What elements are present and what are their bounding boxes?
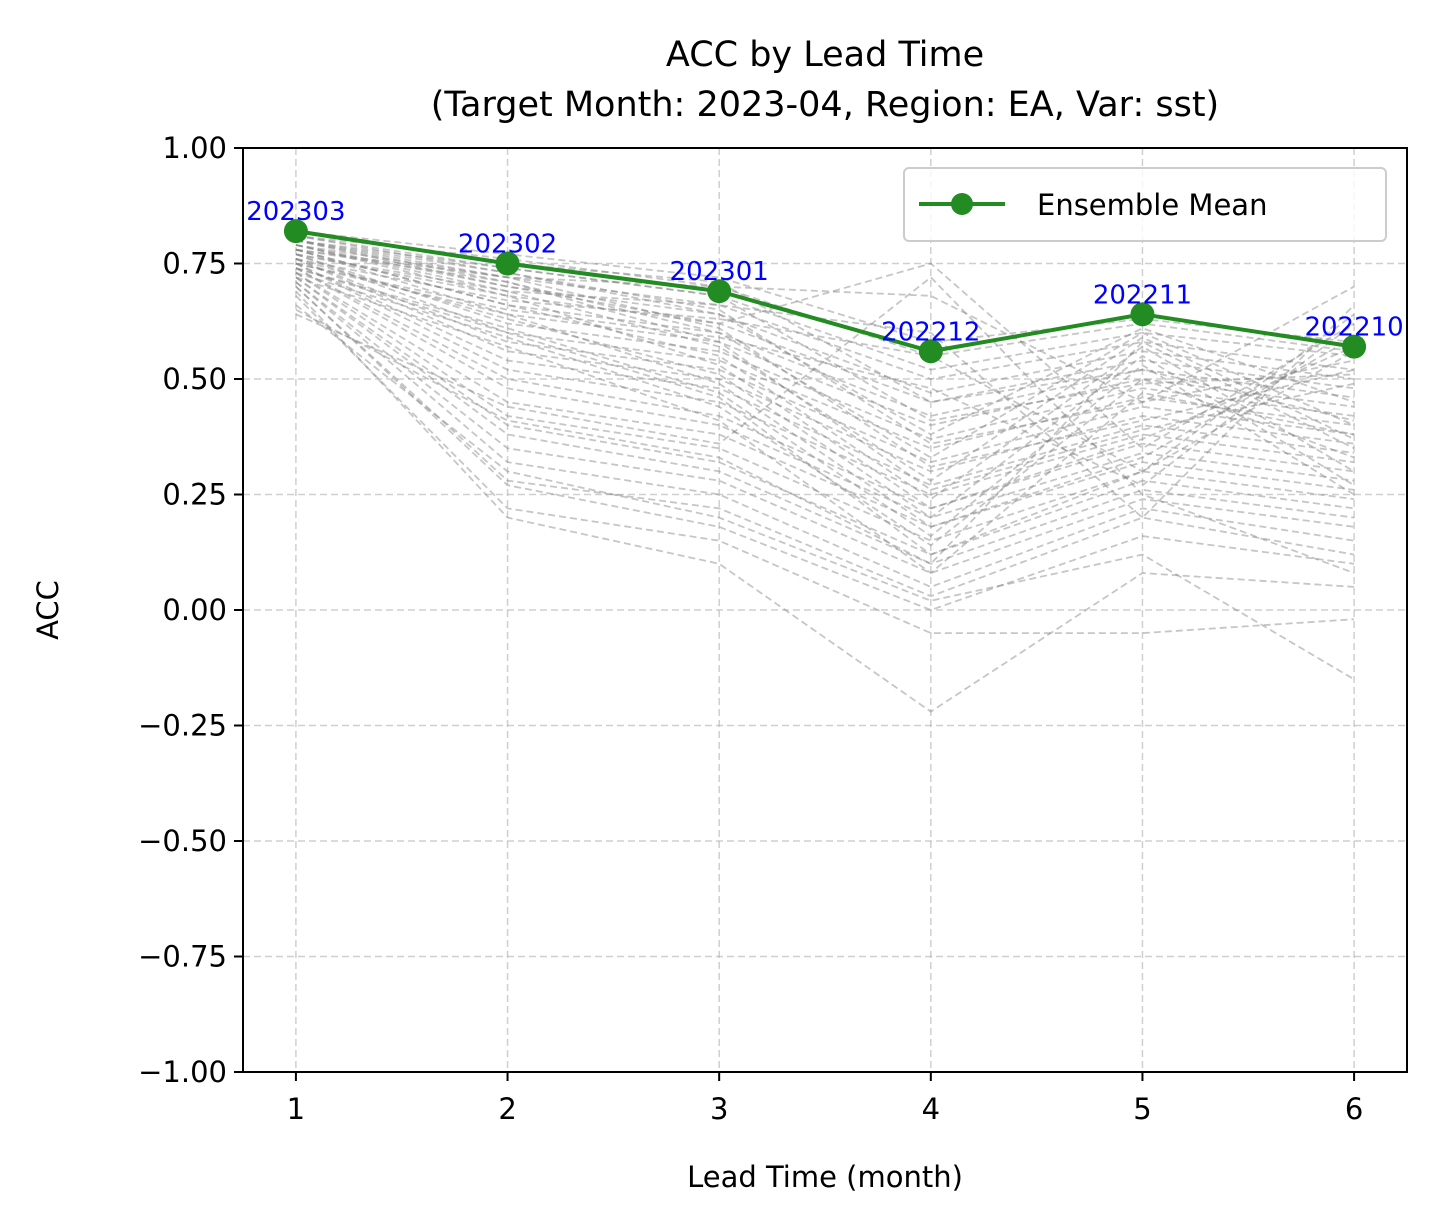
- legend-marker-swatch: [951, 193, 973, 215]
- ensemble-mean-marker: [283, 219, 308, 244]
- member-line: [295, 258, 1355, 473]
- member-line: [295, 230, 1355, 343]
- y-tick-label: 0.50: [162, 362, 227, 396]
- member-line: [295, 262, 1355, 487]
- member-line: [295, 267, 1355, 510]
- member-line: [295, 234, 1355, 357]
- ensemble-mean-marker: [1342, 334, 1367, 359]
- ensemble-mean-line: [295, 229, 1355, 354]
- x-tick-label: 1: [287, 1092, 305, 1126]
- y-tick-label: −1.00: [138, 1055, 227, 1089]
- x-axis-label: Lead Time (month): [687, 1160, 963, 1194]
- x-tick-label: 4: [922, 1092, 940, 1126]
- x-tick-label: 2: [498, 1092, 516, 1126]
- member-line: [295, 295, 1355, 634]
- x-axis: 1 2 3 4 5 6: [287, 1072, 1363, 1126]
- member-line: [295, 285, 1355, 611]
- member-line: [295, 308, 1355, 565]
- ensemble-member-lines: [295, 230, 1355, 713]
- member-line: [295, 239, 1355, 445]
- x-tick-label: 5: [1133, 1092, 1151, 1126]
- member-line: [295, 271, 1355, 547]
- member-line: [295, 253, 1355, 441]
- legend-label: Ensemble Mean: [1037, 188, 1267, 222]
- member-line: [295, 244, 1355, 482]
- member-line: [295, 253, 1355, 519]
- member-line: [295, 262, 1355, 528]
- member-line: [295, 271, 1355, 528]
- member-line: [295, 253, 1355, 510]
- ensemble-mean-marker: [1130, 302, 1155, 327]
- member-line: [295, 304, 1355, 681]
- legend: Ensemble Mean: [903, 167, 1387, 242]
- member-line: [295, 244, 1355, 404]
- member-line: [295, 276, 1355, 575]
- y-tick-label: −0.25: [138, 709, 227, 743]
- y-tick-label: −0.75: [138, 940, 227, 974]
- y-tick-label: 0.25: [162, 478, 227, 512]
- member-line: [295, 281, 1355, 588]
- y-tick-label: 1.00: [162, 131, 227, 165]
- point-label: 202210: [1304, 313, 1403, 343]
- chart-title: ACC by Lead Time: [666, 35, 984, 75]
- member-line: [295, 276, 1355, 565]
- member-line: [295, 248, 1355, 491]
- member-line: [295, 253, 1355, 450]
- member-line: [295, 285, 1355, 598]
- member-line: [295, 258, 1355, 519]
- member-line: [295, 239, 1355, 459]
- point-label: 202302: [458, 230, 557, 260]
- x-tick-label: 6: [1345, 1092, 1363, 1126]
- member-line: [295, 239, 1355, 380]
- member-line: [295, 234, 1355, 436]
- y-tick-label: 0.75: [162, 247, 227, 281]
- point-label: 202211: [1093, 280, 1192, 310]
- member-line: [295, 257, 1355, 473]
- member-line: [295, 276, 1355, 556]
- member-line: [295, 234, 1355, 422]
- legend-box: [903, 167, 1387, 242]
- point-labels: 202303 202302 202301 202212 202211 202210: [246, 197, 1403, 347]
- member-line: [295, 258, 1355, 464]
- member-line: [295, 262, 1355, 496]
- point-label: 202303: [246, 197, 345, 227]
- member-line: [295, 248, 1355, 501]
- y-axis: 1.00 0.75 0.50 0.25 0.00 −0.25 −0.50 −0.75 −1.00: [138, 131, 243, 1089]
- ensemble-mean-marker: [495, 251, 520, 276]
- point-label: 202301: [670, 257, 769, 287]
- chart-subtitle: (Target Month: 2023-04, Region: EA, Var:…: [431, 85, 1219, 125]
- ensemble-mean-marker: [707, 279, 732, 304]
- member-line: [295, 244, 1355, 468]
- y-axis-label: ACC: [31, 580, 65, 640]
- member-line: [295, 290, 1355, 713]
- member-line: [295, 267, 1355, 519]
- member-line: [295, 248, 1355, 417]
- member-line: [295, 276, 1355, 574]
- member-line: [295, 239, 1355, 450]
- member-line: [295, 248, 1355, 427]
- y-tick-label: 0.00: [162, 593, 227, 627]
- member-line: [295, 271, 1355, 542]
- member-line: [295, 281, 1355, 575]
- y-tick-label: −0.50: [138, 824, 227, 858]
- x-tick-label: 3: [710, 1092, 728, 1126]
- member-line: [295, 248, 1355, 404]
- member-line: [295, 239, 1355, 371]
- ensemble-mean-marker: [918, 339, 943, 364]
- ensemble-mean-series: [283, 219, 1367, 364]
- member-line: [295, 262, 1355, 487]
- point-label: 202212: [881, 317, 980, 347]
- member-line: [295, 267, 1355, 556]
- member-line: [295, 244, 1355, 394]
